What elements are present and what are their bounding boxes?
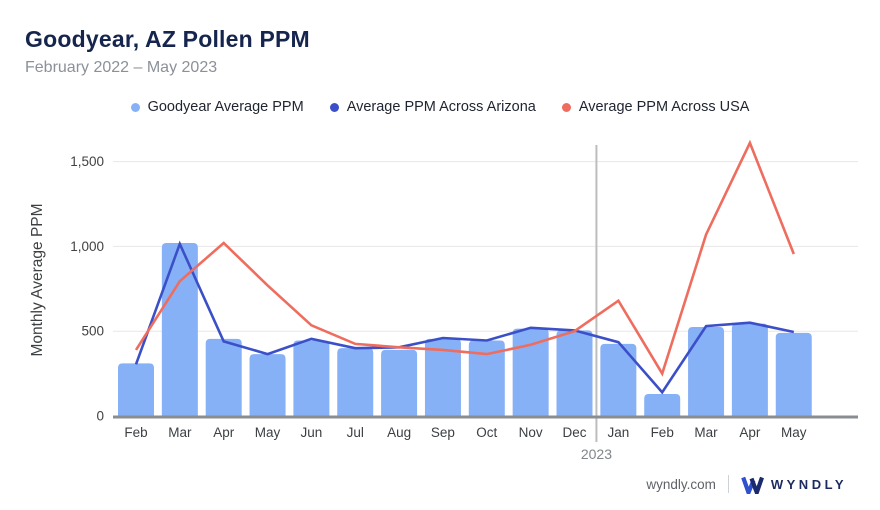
- x-tick-label: Apr: [213, 425, 235, 440]
- y-tick-label: 0: [96, 409, 104, 424]
- y-tick-label: 1,000: [70, 239, 104, 254]
- bar-jan-2023[interactable]: [600, 343, 637, 416]
- x-tick-label: Jun: [301, 425, 323, 440]
- x-tick-label: Apr: [739, 425, 761, 440]
- y-tick-label: 500: [81, 324, 104, 339]
- x-tick-label: Aug: [387, 425, 411, 440]
- x-tick-label: Oct: [476, 425, 497, 440]
- legend-label: Goodyear Average PPM: [147, 99, 304, 115]
- brand-name: WYNDLY: [770, 476, 847, 492]
- bar-dec-2022[interactable]: [556, 330, 593, 416]
- year-label: 2023: [581, 446, 612, 462]
- bar-sep-2022[interactable]: [424, 338, 461, 416]
- x-tick-label: Dec: [562, 425, 586, 440]
- bar-jul-2022[interactable]: [337, 348, 374, 416]
- x-tick-label: May: [255, 425, 281, 440]
- wyndly-w-icon: [741, 476, 764, 494]
- x-tick-label: Nov: [519, 425, 543, 440]
- x-tick-label: Mar: [168, 425, 192, 440]
- legend-item-arizona: Average PPM Across Arizona: [329, 99, 536, 115]
- bar-feb-2023[interactable]: [644, 393, 681, 416]
- bar-oct-2022[interactable]: [468, 340, 505, 416]
- legend-label: Average PPM Across USA: [578, 99, 750, 115]
- x-tick-label: May: [781, 425, 807, 440]
- legend-item-goodyear: Goodyear Average PPM: [130, 99, 304, 115]
- page-title: Goodyear, AZ Pollen PPM: [25, 26, 310, 52]
- bar-feb-2022[interactable]: [118, 363, 154, 416]
- bar-mar-2022[interactable]: [161, 243, 198, 416]
- x-tick-label: Feb: [651, 425, 674, 440]
- usa-line[interactable]: [134, 139, 796, 377]
- x-tick-label: Sep: [431, 425, 455, 440]
- footer-divider: [727, 475, 729, 493]
- bar-apr-2023[interactable]: [731, 323, 768, 416]
- footer: wyndly.com WYNDLY: [646, 471, 847, 497]
- x-tick-label: Feb: [124, 425, 147, 440]
- x-tick-label: Jan: [607, 425, 629, 440]
- x-tick-label: Mar: [694, 425, 718, 440]
- bar-aug-2022[interactable]: [381, 349, 418, 416]
- chart-legend: Goodyear Average PPM Average PPM Across A…: [0, 99, 880, 115]
- legend-item-usa: Average PPM Across USA: [561, 99, 750, 115]
- bar-may-2023[interactable]: [775, 332, 812, 416]
- date-range-subtitle: February 2022 – May 2023: [25, 59, 218, 76]
- bar-jun-2022[interactable]: [293, 340, 330, 416]
- bar-nov-2022[interactable]: [512, 328, 549, 416]
- wyndly-logo[interactable]: WYNDLY: [741, 475, 847, 494]
- legend-dot-icon: [561, 102, 571, 112]
- bar-mar-2023[interactable]: [688, 326, 725, 416]
- y-tick-label: 1,500: [70, 154, 104, 169]
- x-axis-line: [113, 415, 858, 419]
- legend-dot-icon: [329, 102, 339, 112]
- bar-apr-2022[interactable]: [205, 338, 242, 416]
- legend-dot-icon: [130, 102, 140, 112]
- bar-may-2022[interactable]: [249, 354, 286, 416]
- arizona-line[interactable]: [134, 240, 795, 395]
- x-tick-label: Jul: [347, 425, 364, 440]
- legend-label: Average PPM Across Arizona: [346, 99, 536, 115]
- footer-site-link[interactable]: wyndly.com: [646, 476, 716, 492]
